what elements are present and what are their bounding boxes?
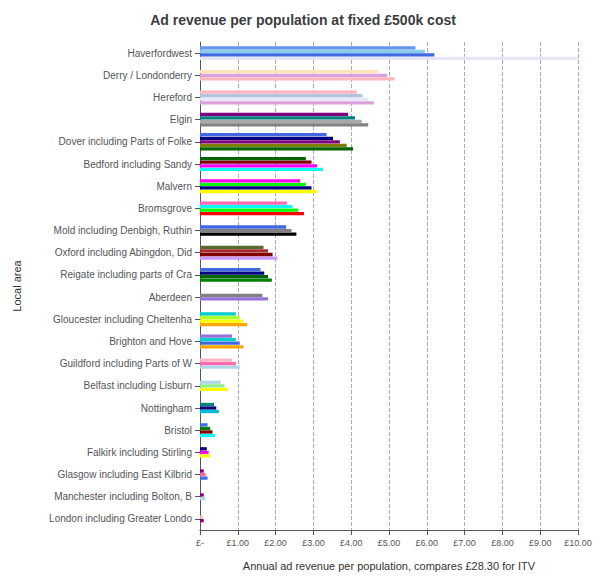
svg-text:£6.00: £6.00 — [416, 538, 439, 548]
svg-text:Ad revenue per population at f: Ad revenue per population at fixed £500k… — [150, 12, 456, 28]
svg-text:Guildford including Parts of W: Guildford including Parts of W — [60, 358, 193, 369]
svg-text:Aberdeen: Aberdeen — [149, 292, 192, 303]
svg-text:£5.00: £5.00 — [378, 538, 401, 548]
svg-text:Bristol: Bristol — [164, 425, 192, 436]
svg-text:Dover including Parts of Folke: Dover including Parts of Folke — [59, 136, 193, 147]
svg-text:£10.00: £10.00 — [564, 538, 592, 548]
svg-text:Hereford: Hereford — [153, 92, 192, 103]
svg-text:Falkirk including Stirling: Falkirk including Stirling — [87, 447, 192, 458]
svg-text:Manchester including Bolton, B: Manchester including Bolton, B — [54, 491, 192, 502]
svg-text:Elgin: Elgin — [170, 114, 192, 125]
svg-text:Derry / Londonderry: Derry / Londonderry — [103, 70, 192, 81]
svg-text:Bromsgrove: Bromsgrove — [138, 203, 192, 214]
svg-text:Gloucester including Cheltenha: Gloucester including Cheltenha — [53, 314, 192, 325]
svg-text:Haverfordwest: Haverfordwest — [128, 48, 193, 59]
svg-text:£3.00: £3.00 — [302, 538, 325, 548]
svg-text:Malvern: Malvern — [156, 181, 192, 192]
svg-text:Mold including Denbigh, Ruthin: Mold including Denbigh, Ruthin — [54, 225, 192, 236]
svg-text:£8.00: £8.00 — [491, 538, 514, 548]
svg-text:London including Greater Londo: London including Greater Londo — [49, 513, 192, 524]
svg-text:£7.00: £7.00 — [453, 538, 476, 548]
svg-text:Belfast including Lisburn: Belfast including Lisburn — [84, 380, 192, 391]
svg-text:Bedford including Sandy: Bedford including Sandy — [84, 159, 192, 170]
svg-text:£9.00: £9.00 — [529, 538, 552, 548]
svg-text:Reigate including parts of Cra: Reigate including parts of Cra — [60, 269, 192, 280]
svg-text:Brighton and Hove: Brighton and Hove — [109, 336, 192, 347]
svg-text:£2.00: £2.00 — [264, 538, 287, 548]
svg-text:Oxford including Abingdon, Did: Oxford including Abingdon, Did — [55, 247, 192, 258]
svg-text:Glasgow including East Kilbrid: Glasgow including East Kilbrid — [57, 469, 192, 480]
svg-text:£4.00: £4.00 — [340, 538, 363, 548]
svg-text:Nottingham: Nottingham — [141, 403, 192, 414]
svg-text:£-: £- — [196, 538, 204, 548]
svg-text:£1.00: £1.00 — [227, 538, 250, 548]
svg-text:Local area: Local area — [11, 259, 23, 311]
svg-text:Annual ad revenue per populati: Annual ad revenue per population, compar… — [243, 560, 536, 572]
